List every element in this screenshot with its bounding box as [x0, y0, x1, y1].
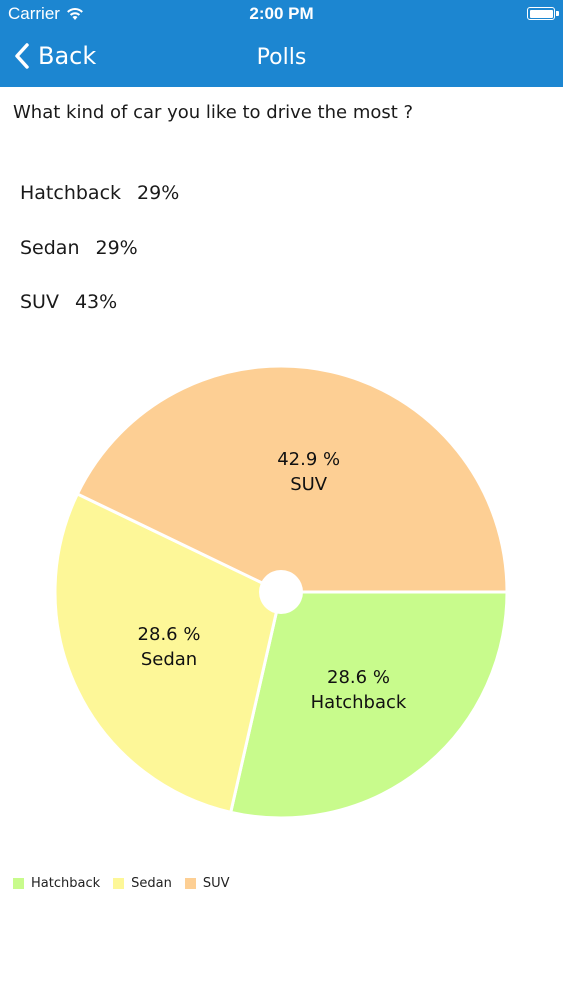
navigation-bar: Back Polls — [0, 30, 563, 87]
back-label: Back — [38, 42, 97, 70]
slice-category-label: SUV — [290, 474, 328, 495]
status-left: Carrier — [8, 4, 84, 24]
pie-slice-suv — [75, 364, 509, 594]
legend-label: Hatchback — [31, 876, 101, 891]
legend-item-hatchback: Hatchback — [13, 876, 100, 891]
legend-swatch — [13, 878, 24, 889]
chart-legend: Hatchback Sedan SUV — [13, 876, 243, 891]
result-name: Sedan — [20, 237, 80, 259]
result-percent: 43% — [74, 291, 118, 313]
poll-result-suv: SUV 43% — [20, 291, 117, 313]
result-percent: 29% — [137, 182, 180, 204]
page-title: Polls — [256, 45, 307, 70]
legend-swatch — [113, 878, 125, 889]
back-button[interactable]: Back — [14, 42, 96, 70]
status-time: 2:00 PM — [249, 4, 314, 23]
carrier-label: Carrier — [8, 4, 60, 23]
result-name: Hatchback — [20, 182, 122, 204]
poll-result-hatchback: Hatchback 29% — [20, 182, 179, 204]
chevron-left-icon — [15, 43, 29, 69]
legend-swatch — [184, 878, 196, 889]
result-percent: 29% — [95, 237, 138, 259]
poll-result-sedan: Sedan 29% — [20, 237, 138, 259]
pie-center-hole — [259, 570, 303, 614]
slice-value-label: 28.6 % — [138, 624, 201, 645]
slice-category-label: Hatchback — [311, 692, 407, 713]
battery-icon — [527, 7, 559, 20]
legend-item-sedan: Sedan — [113, 876, 172, 891]
legend-item-suv: SUV — [184, 876, 230, 891]
result-name: SUV — [20, 291, 59, 313]
top-bar: Carrier 2:00 PM Back Polls — [0, 0, 563, 87]
legend-label: Sedan — [131, 876, 172, 891]
slice-category-label: Sedan — [141, 649, 197, 670]
pie-slice-sedan — [53, 491, 283, 815]
slice-value-label: 42.9 % — [277, 449, 340, 470]
wifi-icon — [67, 8, 83, 20]
pie-chart: 28.6 % Hatchback 28.6 % Sedan 42.9 % SUV — [53, 364, 509, 820]
slice-value-label: 28.6 % — [327, 667, 390, 688]
pie-slice-hatchback — [228, 590, 509, 820]
status-bar: Carrier 2:00 PM — [0, 0, 563, 30]
poll-question: What kind of car you like to drive the m… — [13, 102, 414, 123]
legend-label: SUV — [202, 876, 230, 891]
